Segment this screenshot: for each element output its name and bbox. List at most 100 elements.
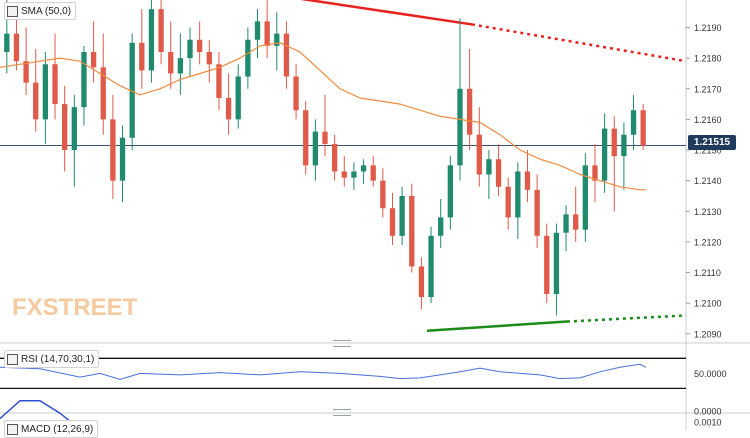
candle-body [399,195,405,236]
sma-line [0,42,646,191]
candle-body [428,235,434,298]
macd-tick-label: 0.0010 [694,418,722,428]
candle-body [283,33,290,77]
candle-body [640,110,646,146]
candle-body [466,88,473,135]
candle-body [476,134,482,175]
candle-body [573,214,579,230]
candle-body [177,58,184,74]
candle-body [438,217,444,236]
candle-body [495,159,502,187]
candle-body [110,119,116,181]
candle-body [168,52,174,74]
candle-body [13,33,20,62]
last-price-badge: 1.21515 [688,135,736,150]
candle-body [100,67,106,120]
candle-body [303,110,309,166]
candle-body [322,131,328,144]
candle-body [457,88,463,166]
candle-body [206,52,212,65]
candle-body [630,110,637,135]
candle-body [486,159,492,175]
y-tick-label: 1.2110 [694,268,721,278]
candle-body [139,42,145,71]
rsi-indicator-label[interactable]: RSI (14,70,30,1) [4,350,100,368]
candle-body [264,21,270,46]
watermark-fx: FX [12,294,43,321]
candle-body [245,39,251,77]
candle-body [582,165,588,230]
resistance-trendline [300,0,473,26]
support-trendline [426,320,568,332]
candle-body [254,21,261,40]
candle-body [331,143,338,172]
candle-body [351,171,357,178]
candle-body [592,165,598,181]
candle-body [148,9,155,71]
candle-body [370,165,376,181]
sma-label-text: SMA (50,0) [21,5,72,17]
candle-body [42,64,49,120]
candle-body [563,214,569,233]
candle-body [274,33,280,46]
macd-indicator-label[interactable]: MACD (12,26,9) [4,420,99,438]
candle-body [197,39,203,53]
candle-body [312,131,319,166]
candle-body [216,64,222,98]
candle-body [187,39,193,59]
candle-body [235,76,241,120]
indicator-toggle-icon[interactable] [7,5,18,17]
rsi-label-text: RSI (14,70,30,1) [21,353,95,365]
candle-body [23,61,29,83]
candle-body [360,165,367,172]
candle-body [418,266,425,298]
macd-label-text: MACD (12,26,9) [21,423,94,435]
candle-body [129,42,135,138]
candle-body [119,137,126,181]
candle-body [90,52,97,68]
candle-body [447,165,453,218]
candle-body [33,82,39,120]
y-tick-label: 1.2100 [694,299,722,309]
resistance-projection [471,23,687,63]
candle-body [601,128,608,181]
y-tick-label: 1.2150 [694,146,722,156]
y-tick-label: 1.2120 [694,237,722,247]
candle-body [505,186,511,218]
candle-body [611,128,617,157]
candle-body [524,171,531,190]
indicator-toggle-icon[interactable] [7,353,18,365]
y-tick-label: 1.2160 [694,115,722,125]
candle-body [389,208,396,236]
pane-resize-handle[interactable] [333,409,351,416]
pane-resize-handle[interactable] [333,340,351,347]
candle-body [621,134,627,157]
y-tick-label: 1.2130 [694,207,722,217]
rsi-tick-label: 50.0000 [694,369,727,379]
fxstreet-watermark: FXSTREET [12,294,137,322]
candle-body [293,76,299,111]
rsi-line [0,363,647,380]
indicator-toggle-icon[interactable] [7,423,18,435]
watermark-street: STREET [42,294,138,321]
y-tick-label: 1.2090 [694,329,722,339]
candle-body [4,33,10,53]
candle-body [341,171,347,178]
y-tick-label: 1.2190 [694,23,722,33]
candle-body [515,171,521,218]
y-tick-label: 1.2170 [694,84,722,94]
candle-body [81,52,87,108]
candle-body [534,189,540,236]
candle-body [553,232,560,294]
candle-body [158,9,164,53]
candle-body [409,195,415,267]
candle-body [71,107,77,151]
candle-body [62,104,68,151]
candle-body [52,64,58,105]
support-projection [566,314,687,323]
candle-body [225,97,232,120]
rsi-tick-label: 0.0000 [694,407,722,417]
sma-indicator-label[interactable]: SMA (50,0) [4,2,77,20]
